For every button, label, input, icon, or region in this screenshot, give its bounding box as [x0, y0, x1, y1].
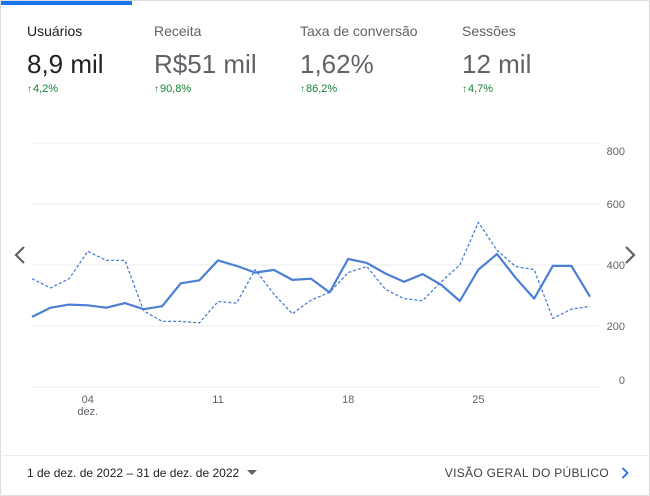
audience-overview-link[interactable]: VISÃO GERAL DO PÚBLICO: [445, 466, 629, 480]
series-line-comparison: [31, 221, 591, 324]
y-tick-label: 0: [619, 375, 625, 387]
active-metric-indicator: [1, 1, 132, 5]
metric-change-value: 86,2%: [306, 83, 338, 95]
arrow-up-icon: ↑: [462, 84, 467, 95]
x-tick-label: 18: [342, 394, 354, 406]
chart-prev-button[interactable]: [12, 245, 28, 270]
x-tick-label: 25: [472, 394, 484, 406]
x-tick-sublabel: dez.: [77, 406, 98, 418]
y-tick-label: 800: [607, 146, 625, 158]
y-tick-label: 400: [607, 260, 625, 272]
metric-change: ↑86,2%: [300, 83, 337, 95]
series-line-current: [31, 252, 591, 318]
metric-change: ↑90,8%: [154, 83, 191, 95]
chevron-right-icon: [625, 246, 636, 264]
metric-tab-revenue[interactable]: Receita R$51 mil ↑90,8%: [154, 1, 284, 111]
metric-title: Sessões: [462, 23, 516, 39]
date-range-label: 1 de dez. de 2022 – 31 de dez. de 2022: [27, 466, 240, 480]
overview-link-label: VISÃO GERAL DO PÚBLICO: [444, 466, 609, 480]
y-tick-label: 200: [607, 321, 625, 333]
metric-title: Receita: [154, 23, 202, 39]
date-range-selector[interactable]: 1 de dez. de 2022 – 31 de dez. de 2022: [27, 466, 258, 480]
metric-change: ↑4,7%: [462, 83, 493, 95]
metric-value: 12 mil: [462, 49, 532, 79]
arrow-up-icon: ↑: [27, 84, 32, 95]
arrow-up-icon: ↑: [154, 84, 159, 95]
x-tick-label: 11: [212, 394, 223, 406]
x-tick-label: 04: [82, 394, 94, 406]
footer-divider: [2, 455, 648, 456]
metric-tab-conversion-rate[interactable]: Taxa de conversão 1,62% ↑86,2%: [300, 1, 450, 111]
metric-title: Usuários: [27, 23, 83, 39]
arrow-up-icon: ↑: [300, 84, 305, 95]
caret-down-icon: [247, 470, 258, 475]
metric-value: 8,9 mil: [27, 49, 104, 79]
chart-next-button[interactable]: [622, 245, 638, 270]
metric-tab-sessions[interactable]: Sessões 12 mil ↑4,7%: [462, 1, 572, 111]
metric-change-value: 4,7%: [468, 83, 494, 95]
chevron-right-icon: [621, 467, 629, 479]
chevron-left-icon: [14, 246, 25, 264]
y-tick-label: 600: [607, 199, 625, 211]
metric-tab-users[interactable]: Usuários 8,9 mil ↑4,2%: [27, 1, 147, 111]
metric-change: ↑4,2%: [27, 83, 58, 95]
metric-title: Taxa de conversão: [300, 23, 418, 39]
metric-change-value: 90,8%: [160, 83, 192, 95]
metric-value: 1,62%: [300, 49, 374, 79]
metric-value: R$51 mil: [154, 49, 257, 79]
metric-change-value: 4,2%: [33, 83, 59, 95]
